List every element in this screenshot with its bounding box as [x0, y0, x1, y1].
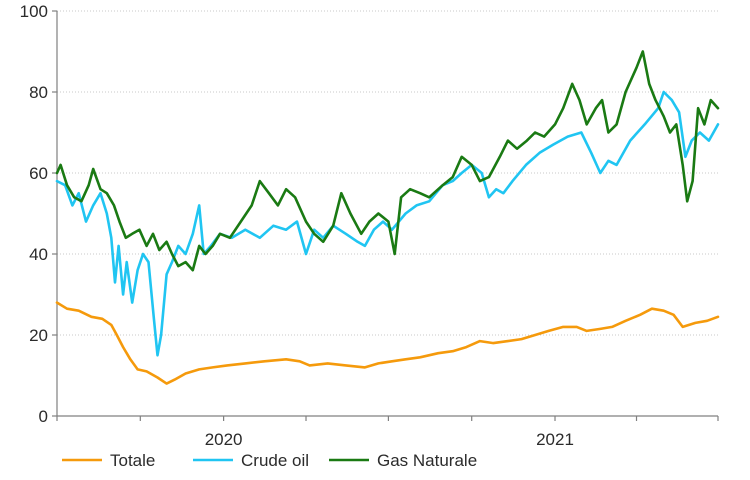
- legend-label-crude-oil: Crude oil: [241, 451, 309, 470]
- x-tick-label-2021: 2021: [536, 430, 574, 449]
- legend-label-totale: Totale: [110, 451, 155, 470]
- y-tick-label-60: 60: [29, 164, 48, 183]
- y-tick-label-80: 80: [29, 83, 48, 102]
- legend: Totale Crude oil Gas Naturale: [62, 451, 477, 470]
- legend-item-gas-naturale: Gas Naturale: [329, 451, 477, 470]
- y-tick-label-0: 0: [39, 407, 48, 426]
- legend-item-crude-oil: Crude oil: [193, 451, 309, 470]
- series-line-gas-naturale: [55, 50, 720, 272]
- y-tick-label-20: 20: [29, 326, 48, 345]
- axes: 0 20 40 60 80 100 2020 2021: [20, 2, 719, 449]
- series-lines: [55, 50, 720, 385]
- legend-item-totale: Totale: [62, 451, 155, 470]
- y-tick-label-40: 40: [29, 245, 48, 264]
- series-line-totale: [55, 301, 720, 385]
- y-tick-label-100: 100: [20, 2, 48, 21]
- legend-label-gas-naturale: Gas Naturale: [377, 451, 477, 470]
- gridlines: [57, 10, 718, 336]
- x-tick-label-2020: 2020: [205, 430, 243, 449]
